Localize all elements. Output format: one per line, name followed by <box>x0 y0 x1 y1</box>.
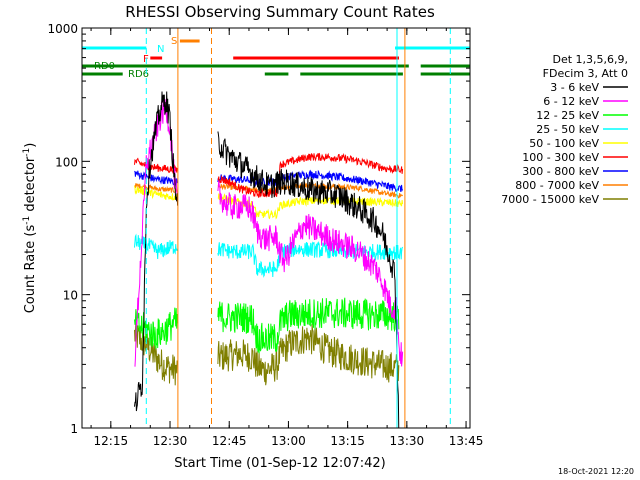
plot-area: RD0RD6FNS <box>82 28 470 428</box>
legend-label: 6 - 12 keV <box>543 95 599 108</box>
flag-label-rd6: RD6 <box>128 69 149 80</box>
legend-label: 100 - 300 keV <box>522 151 599 164</box>
legend-label: 12 - 25 keV <box>536 109 599 122</box>
x-axis-label: Start Time (01-Sep-12 12:07:42) <box>174 456 385 471</box>
legend: Det 1,3,5,6,9, FDecim 3, Att 0 3 - 6 keV… <box>501 53 628 206</box>
legend-label: 7000 - 15000 keV <box>501 193 599 206</box>
flag-label-rd0: RD0 <box>94 61 115 72</box>
series-layer <box>134 91 404 428</box>
legend-label: 800 - 7000 keV <box>515 179 599 192</box>
series-trace-7 <box>134 169 404 193</box>
series-trace-9 <box>134 320 400 386</box>
x-tick-label: 13:45 <box>449 434 484 448</box>
timestamp: 18-Oct-2021 12:20 <box>558 467 634 476</box>
series-trace-1 <box>134 91 400 428</box>
x-tick-label: 13:00 <box>271 434 306 448</box>
series-trace-3 <box>134 297 400 354</box>
y-tick-label: 100 <box>55 155 78 169</box>
x-tick-label: 12:45 <box>212 434 247 448</box>
legend-label: 3 - 6 keV <box>550 81 599 94</box>
flag-label-n: N <box>157 44 164 55</box>
legend-label: 25 - 50 keV <box>536 123 599 136</box>
x-tick-label: 13:30 <box>390 434 425 448</box>
legend-label: 300 - 800 keV <box>522 165 599 178</box>
y-tick-label: 1000 <box>47 22 78 36</box>
chart-title: RHESSI Observing Summary Count Rates <box>125 3 435 21</box>
axes: 12:15 12:30 12:45 13:00 13:15 13:30 13:45 1 10 10… <box>47 22 483 448</box>
series-trace-6 <box>134 152 404 198</box>
x-tick-label: 13:15 <box>330 434 365 448</box>
flag-label-s: S <box>171 36 177 47</box>
plot-frame <box>81 27 471 429</box>
legend-header-line: FDecim 3, Att 0 <box>543 67 628 80</box>
y-tick-label: 10 <box>63 289 78 303</box>
legend-header-line: Det 1,3,5,6,9, <box>552 53 628 66</box>
x-tick-label: 12:15 <box>94 434 129 448</box>
boundary-layer <box>145 28 451 428</box>
x-tick-label: 12:30 <box>153 434 188 448</box>
y-axis-label: Count Rate (s-1 detector-1) <box>22 143 38 314</box>
y-tick-label: 1 <box>70 422 78 436</box>
legend-label: 50 - 100 keV <box>529 137 599 150</box>
